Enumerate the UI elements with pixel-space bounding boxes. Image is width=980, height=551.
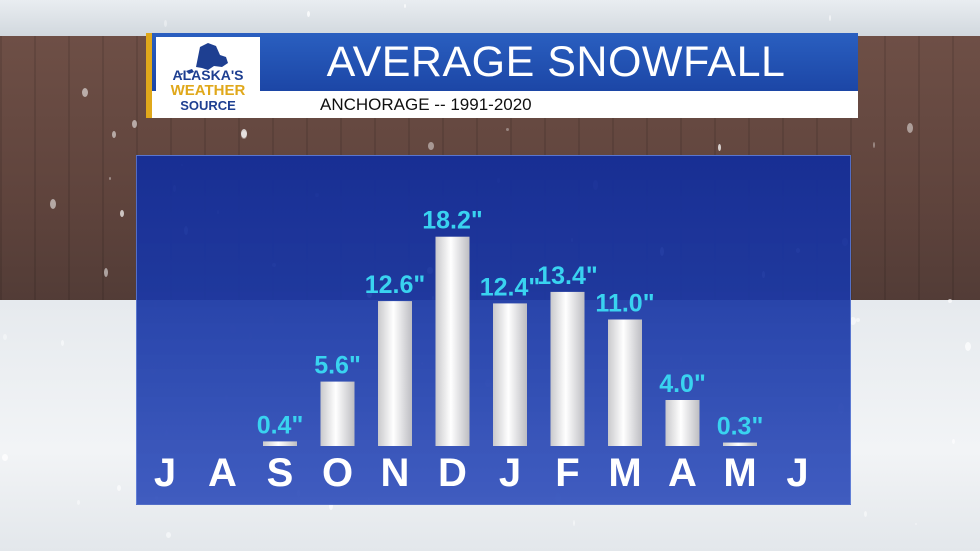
bar-2 — [263, 441, 297, 446]
logo-text-weather: WEATHER — [170, 82, 246, 99]
value-label-10: 0.3" — [717, 413, 764, 441]
snowfall-bar-chart: J A0.4"S5.6"O12.6"N18.2"D12.4"J13.4"F11.0… — [154, 207, 809, 495]
snowflake — [61, 340, 64, 346]
bar-9 — [665, 400, 700, 446]
snowflake — [404, 4, 406, 8]
snowflake — [109, 177, 111, 180]
logo-text-source: SOURCE — [180, 98, 236, 113]
bar-7 — [550, 291, 585, 446]
value-label-5: 18.2" — [422, 207, 483, 235]
snowflake — [428, 142, 434, 150]
bar-6 — [493, 303, 527, 446]
snowflake — [873, 142, 875, 148]
bar-10 — [723, 442, 757, 446]
chart-subtitle: ANCHORAGE -- 1991-2020 — [320, 95, 532, 114]
snowflake — [132, 120, 137, 128]
snowflake — [948, 299, 952, 303]
month-label-0: J — [154, 451, 176, 495]
bar-8 — [608, 319, 642, 446]
value-label-8: 11.0" — [595, 290, 654, 318]
snowflake — [3, 334, 7, 340]
month-label-8: M — [608, 451, 641, 495]
snowflake — [573, 520, 575, 526]
banner-title-bar — [146, 33, 858, 91]
month-label-7: F — [555, 451, 579, 495]
snowflake — [77, 500, 80, 505]
snowflake — [829, 15, 831, 21]
snowflake — [915, 523, 917, 525]
value-label-4: 12.6" — [365, 271, 426, 299]
value-label-9: 4.0" — [659, 370, 706, 398]
chart-panel: J A 0.4" S 5.6" O 12.6" N 18.2" D 12.4" J 13.4" F 11.0… — [136, 155, 851, 505]
snowflake — [82, 88, 88, 97]
month-label-10: M — [723, 451, 756, 495]
snowflake — [307, 11, 310, 17]
month-label-5: D — [438, 451, 467, 495]
snowflake — [965, 342, 971, 351]
snowflake — [864, 511, 867, 517]
value-label-6: 12.4" — [480, 273, 541, 301]
value-label-2: 0.4" — [257, 411, 304, 439]
banner-subtitle-bar — [146, 91, 858, 118]
snowflake — [907, 123, 913, 133]
logo-text-alaskas: ALASKA'S — [172, 67, 244, 83]
bar-4 — [378, 301, 412, 446]
month-label-1: A — [208, 451, 237, 495]
station-logo: ALASKA'S WEATHER SOURCE — [156, 37, 260, 115]
chart-title: AVERAGE SNOWFALL — [326, 38, 786, 86]
alaska-map-icon — [178, 43, 228, 75]
month-label-6: J — [499, 451, 521, 495]
snowflake — [117, 485, 121, 491]
snowflake — [241, 129, 247, 138]
snowflake — [506, 128, 509, 131]
snowflake — [2, 454, 8, 461]
month-label-2: S — [267, 451, 294, 495]
bar-5 — [435, 236, 470, 446]
month-label-9: A — [668, 451, 697, 495]
bar-3 — [320, 381, 355, 446]
snowflake — [166, 532, 171, 538]
snowflake — [112, 131, 116, 138]
value-label-7: 13.4" — [537, 262, 598, 290]
snowflake — [856, 318, 860, 322]
snowflake — [850, 317, 856, 325]
month-label-11: J — [786, 451, 808, 495]
snowflake — [50, 199, 56, 209]
snowflake — [104, 268, 108, 277]
snowflake — [120, 210, 124, 217]
snowflake — [718, 144, 721, 151]
month-label-4: N — [381, 451, 410, 495]
snowflake — [952, 439, 955, 444]
snowflake — [164, 20, 167, 27]
month-label-3: O — [322, 451, 353, 495]
header-banner: ALASKA'S WEATHER SOURCE AVERAGE SNOWFALL… — [146, 33, 858, 118]
banner-accent-bar — [146, 33, 152, 118]
value-label-3: 5.6" — [314, 352, 361, 380]
snowflake — [329, 502, 333, 510]
